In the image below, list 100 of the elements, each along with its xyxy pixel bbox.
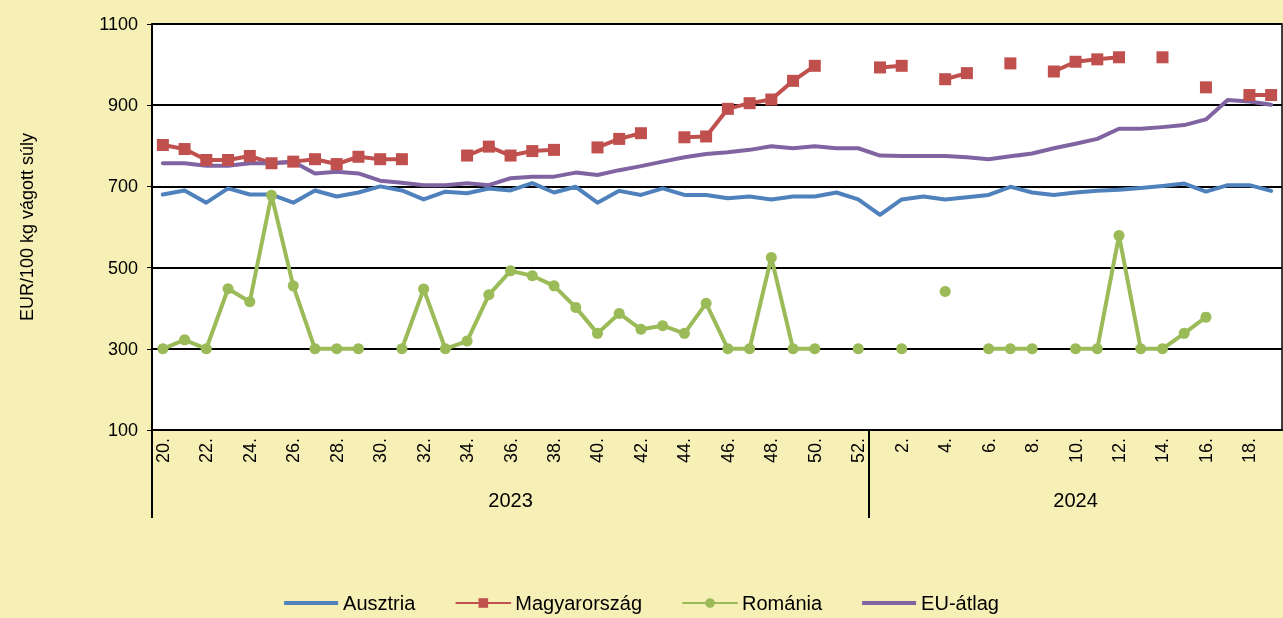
point: [1156, 343, 1168, 355]
point: [765, 93, 778, 106]
y-tick-label: 900: [107, 95, 138, 116]
point: [287, 155, 300, 168]
point: [722, 343, 734, 355]
point: [721, 102, 734, 115]
point: [743, 97, 756, 110]
point: [634, 127, 647, 140]
point: [1004, 57, 1017, 70]
legend-label: Románia: [742, 592, 823, 614]
point: [418, 283, 430, 295]
point: [157, 343, 169, 355]
point: [179, 334, 191, 346]
point: [548, 280, 560, 292]
point: [483, 289, 495, 301]
point: [591, 141, 604, 154]
y-tick-label: 700: [107, 176, 138, 197]
x-tick-label: 38.: [544, 438, 565, 464]
point: [787, 74, 800, 87]
point: [1047, 65, 1060, 78]
point: [1265, 89, 1278, 102]
x-tick-label: 24.: [239, 438, 260, 464]
point: [960, 67, 973, 80]
point: [374, 153, 387, 166]
point: [200, 343, 212, 355]
point: [222, 154, 235, 167]
point: [983, 343, 995, 355]
x-tick-label: 36.: [500, 438, 521, 464]
point: [591, 327, 603, 339]
y-axis-title: EUR/100 kg vágott súly: [17, 132, 37, 322]
point: [156, 138, 169, 151]
point: [1199, 81, 1212, 94]
text: 2024: [1053, 489, 1098, 511]
point: [613, 132, 626, 145]
x-tick-label: 34.: [457, 438, 478, 464]
point: [873, 61, 886, 74]
point: [1200, 311, 1212, 323]
x-tick-label: 40.: [587, 438, 608, 464]
point: [396, 343, 408, 355]
x-tick-label: 14.: [1152, 438, 1173, 464]
point: [1004, 343, 1016, 355]
point: [243, 149, 256, 162]
point: [1070, 343, 1082, 355]
y-tick-label: 300: [107, 338, 138, 359]
point: [287, 280, 299, 292]
point: [939, 286, 951, 298]
point: [548, 143, 561, 156]
x-tick-label: 30.: [370, 438, 391, 464]
x-tick-label: 48.: [761, 438, 782, 464]
point: [1243, 89, 1256, 102]
x-tick-label: 46.: [717, 438, 738, 464]
point: [308, 153, 321, 166]
y-tick-label: 1100: [99, 14, 138, 34]
point: [765, 251, 777, 263]
x-tick-label: 12.: [1109, 438, 1130, 464]
point: [178, 143, 191, 156]
point: [461, 149, 474, 162]
line-series: [160, 181, 1274, 217]
point: [526, 270, 538, 282]
x-tick-label: 32.: [413, 438, 434, 464]
x-tick-label: 6.: [978, 438, 999, 454]
x-tick-label: 26.: [283, 438, 304, 464]
point: [852, 343, 864, 355]
point: [395, 153, 408, 166]
point: [613, 307, 625, 319]
point: [504, 149, 517, 162]
x-tick-label: 22.: [196, 438, 217, 464]
point: [787, 343, 799, 355]
point: [1026, 343, 1038, 355]
point: [700, 130, 713, 143]
point: [1091, 53, 1104, 66]
point: [352, 150, 365, 163]
point: [200, 154, 213, 167]
point: [482, 140, 495, 153]
point: [744, 343, 756, 355]
x-tick-label: 2.: [891, 438, 912, 454]
y-tick-label: 100: [107, 420, 138, 440]
x-tick-label: 50.: [804, 438, 825, 464]
point: [244, 296, 256, 308]
point: [1113, 51, 1126, 64]
point: [678, 131, 691, 144]
point: [809, 343, 821, 355]
point: [505, 265, 517, 277]
legend-label: Magyarország: [515, 592, 643, 614]
text: 2023: [488, 489, 533, 511]
point: [635, 323, 647, 335]
point: [265, 157, 278, 170]
point: [570, 301, 582, 313]
x-tick-label: 52.: [848, 438, 869, 464]
legend-label: Ausztria: [343, 592, 417, 614]
legend-label: EU-átlag: [921, 592, 999, 614]
x-tick-label: 4.: [935, 438, 956, 454]
point: [222, 283, 234, 295]
point: [678, 327, 690, 339]
point: [439, 343, 451, 355]
x-tick-label: 16.: [1195, 438, 1216, 464]
y-tick-label: 500: [107, 257, 138, 278]
point: [331, 343, 343, 355]
point: [1069, 55, 1082, 68]
point: [1156, 51, 1169, 64]
